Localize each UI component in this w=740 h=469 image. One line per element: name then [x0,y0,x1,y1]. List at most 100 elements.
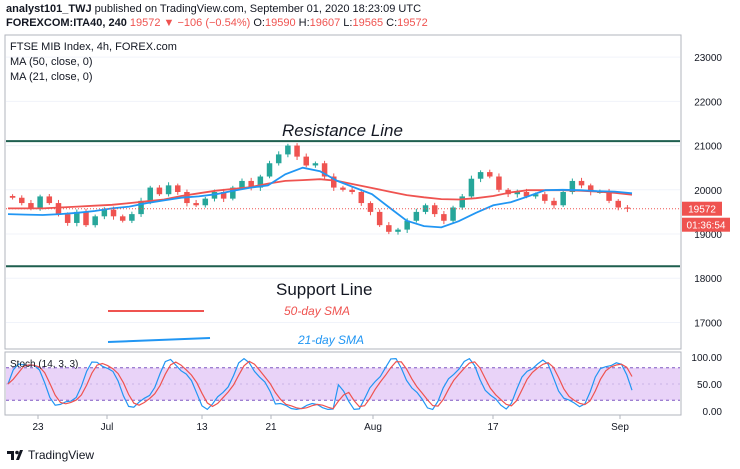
open-value: 19590 [264,17,296,29]
candle-body [37,196,43,208]
candle-body [578,180,585,186]
close-value: 19572 [397,17,428,29]
candle-body [129,214,135,221]
resistance-label: Resistance Line [282,121,403,140]
price-tick-label: 19000 [694,230,722,241]
high-label: H: [298,17,310,29]
support-label: Support Line [276,280,372,299]
low-label: L: [343,17,353,29]
candle-body [28,203,34,208]
candle-body [46,196,53,204]
stoch-d-line [7,360,633,410]
time-tick-label: 21 [265,422,277,433]
candle-body [19,197,25,204]
low-value: 19565 [352,17,384,29]
candle-body [321,163,328,177]
time-tick-label: Aug [364,422,382,433]
last-price-badge-text: 19572 [688,205,716,216]
stoch-tick-label: 100.00 [691,353,722,364]
candle-body [367,203,374,212]
candle-body [422,205,429,212]
published-text: published on TradingView.com, September … [94,3,422,15]
stoch-k-line [7,357,633,411]
candle-body [55,203,62,215]
time-tick-label: 23 [32,422,44,433]
candle-body [275,154,282,164]
candle-body [257,176,264,188]
price-axis[interactable]: 23000 22000 21000 20000 19000 18000 17000 [694,53,722,329]
symbol-name[interactable]: FOREXCOM:ITA40, 240 [6,17,127,29]
candle-body [211,192,218,199]
sma21-annotation: 21-day SMA [297,333,364,347]
main-pane [4,34,682,350]
candle-body [239,180,245,188]
candle-body [340,187,346,190]
candle-body [615,200,621,208]
candle-body [349,189,355,192]
price-tick-label: 17000 [694,318,722,329]
stoch-label: Stoch (14, 3, 3) [10,359,78,370]
candle-body [505,189,511,195]
candle-body [64,214,71,223]
down-arrow-icon: ▼ [163,17,175,29]
candle-body [606,192,612,201]
candle-body [138,200,144,215]
candles [9,143,631,235]
sma50-annotation: 50-day SMA [284,304,350,318]
close-label: C: [386,17,398,29]
candle-body [358,192,365,204]
candle-body [119,216,126,221]
price-tick-label: 23000 [694,53,722,64]
candle-body [165,185,172,195]
footer-brand[interactable]: TradingView [28,448,95,462]
candle-body [487,172,493,177]
candle-body [9,195,16,198]
symbol-info: FOREXCOM:ITA40, 240 19572 ▼ −106 (−0.54%… [6,17,428,29]
candle-body [248,180,254,188]
sma21-sample-line [107,337,211,343]
candle-body [285,145,291,155]
candle-body [175,185,181,192]
candle-body [74,211,80,223]
footer: TradingView [0,442,740,469]
price-tick-label: 21000 [694,142,722,153]
time-tick-label: Sep [611,422,629,433]
candle-body [450,207,456,221]
legend-ma21: MA (21, close, 0) [10,71,93,83]
high-value: 19607 [309,17,341,29]
candle-body [376,211,383,226]
price-tick-label: 20000 [694,186,722,197]
open-label: O: [253,17,265,29]
candle-body [624,207,631,209]
candle-body [386,225,392,232]
candle-body [156,187,163,195]
candle-body [560,192,566,206]
candle-body [220,192,227,199]
candle-body [514,192,521,195]
ma50-line [8,178,633,210]
last-price-badge: 19572 [682,201,722,216]
candle-body [468,178,475,197]
candle-body [147,187,153,201]
last-price: 19572 [129,17,161,29]
candle-body [542,194,548,201]
price-tick-label: 18000 [694,274,722,285]
candle-body [92,216,98,226]
price-change: −106 (−0.54%) [177,17,251,29]
candle-body [230,187,236,199]
candle-body [496,176,502,190]
publisher-name[interactable]: analyst101_TWJ [6,3,92,15]
candle-body [477,172,484,179]
candle-body [395,229,401,232]
candle-body [294,145,300,157]
time-tick-label: Jul [101,422,114,433]
candle-body [587,185,594,192]
candle-body [101,209,108,217]
stoch-tick-label: 0.00 [703,407,723,418]
legend-title: FTSE MIB Index, 4h, FOREX.com [10,41,177,53]
candle-body [532,194,539,197]
time-axis[interactable]: 23 Jul 13 21 Aug 17 Sep [32,415,629,433]
price-chart[interactable]: FTSE MIB Index, 4h, FOREX.com MA (50, cl… [0,32,740,442]
tradingview-logo-icon[interactable] [6,448,24,462]
candle-body [569,180,576,192]
